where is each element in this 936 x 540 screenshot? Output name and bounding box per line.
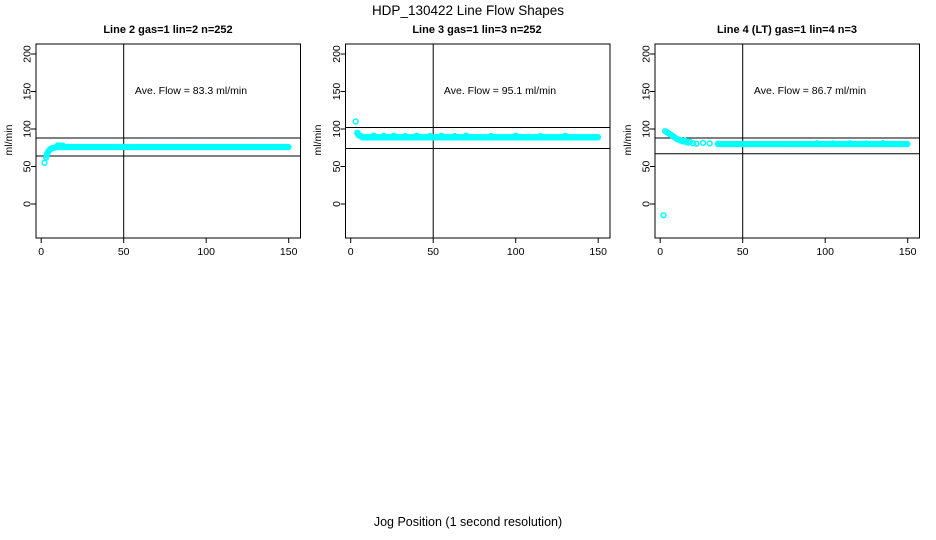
y-tick-label: 0 (22, 201, 34, 207)
x-tick-label: 100 (816, 246, 834, 258)
y-tick-label: 100 (641, 120, 653, 138)
y-tick-label: 150 (641, 83, 653, 101)
y-tick-label: 200 (22, 45, 34, 63)
plot-box (654, 43, 920, 239)
x-tick-label: 50 (427, 246, 439, 258)
x-tick-label: 150 (589, 246, 607, 258)
x-tick-label: 50 (737, 246, 749, 258)
y-tick-label: 200 (331, 45, 343, 63)
plot-box (35, 43, 301, 239)
y-tick-label: 50 (331, 161, 343, 173)
panel-3-plot: 0 50 100 150 200 0 50 100 150 (641, 43, 920, 258)
y-tick-label: 150 (22, 83, 34, 101)
x-tick-label: 100 (197, 246, 215, 258)
panel-3-ave-flow-annotation: Ave. Flow = 86.7 ml/min (753, 85, 867, 97)
y-tick-label: 0 (331, 201, 343, 207)
panel-1-plot: 0 50 100 150 200 0 50 100 150 (22, 43, 301, 258)
panel-1-data-points (41, 142, 292, 166)
figure-title: HDP_130422 Line Flow Shapes (371, 3, 565, 18)
panel-2-data-points (352, 118, 602, 141)
panel-3-title: Line 4 (LT) gas=1 lin=4 n=3 (716, 24, 858, 36)
figure-x-axis-label: Jog Position (1 second resolution) (373, 515, 563, 529)
panel-2-plot: 0 50 100 150 200 0 50 100 150 (331, 43, 611, 258)
plot-box (345, 43, 611, 239)
y-tick-label: 50 (641, 161, 653, 173)
y-tick-label: 200 (641, 45, 653, 63)
x-tick-label: 0 (38, 246, 44, 258)
x-tick-label: 0 (657, 246, 663, 258)
panel-3-data-points (660, 128, 911, 219)
x-tick-label: 150 (899, 246, 917, 258)
panel-1-ave-flow-annotation: Ave. Flow = 83.3 ml/min (134, 85, 248, 97)
x-tick-label: 150 (280, 246, 298, 258)
y-tick-label: 0 (641, 201, 653, 207)
panel-1-title: Line 2 gas=1 lin=2 n=252 (103, 24, 233, 36)
panel-2-ave-flow-annotation: Ave. Flow = 95.1 ml/min (443, 85, 557, 97)
x-tick-label: 50 (118, 246, 130, 258)
panel-2-title: Line 3 gas=1 lin=3 n=252 (412, 24, 542, 36)
y-tick-label: 50 (22, 161, 34, 173)
y-tick-label: 100 (331, 120, 343, 138)
x-tick-label: 0 (348, 246, 354, 258)
y-tick-label: 100 (22, 120, 34, 138)
y-tick-label: 150 (331, 83, 343, 101)
x-tick-label: 100 (507, 246, 525, 258)
